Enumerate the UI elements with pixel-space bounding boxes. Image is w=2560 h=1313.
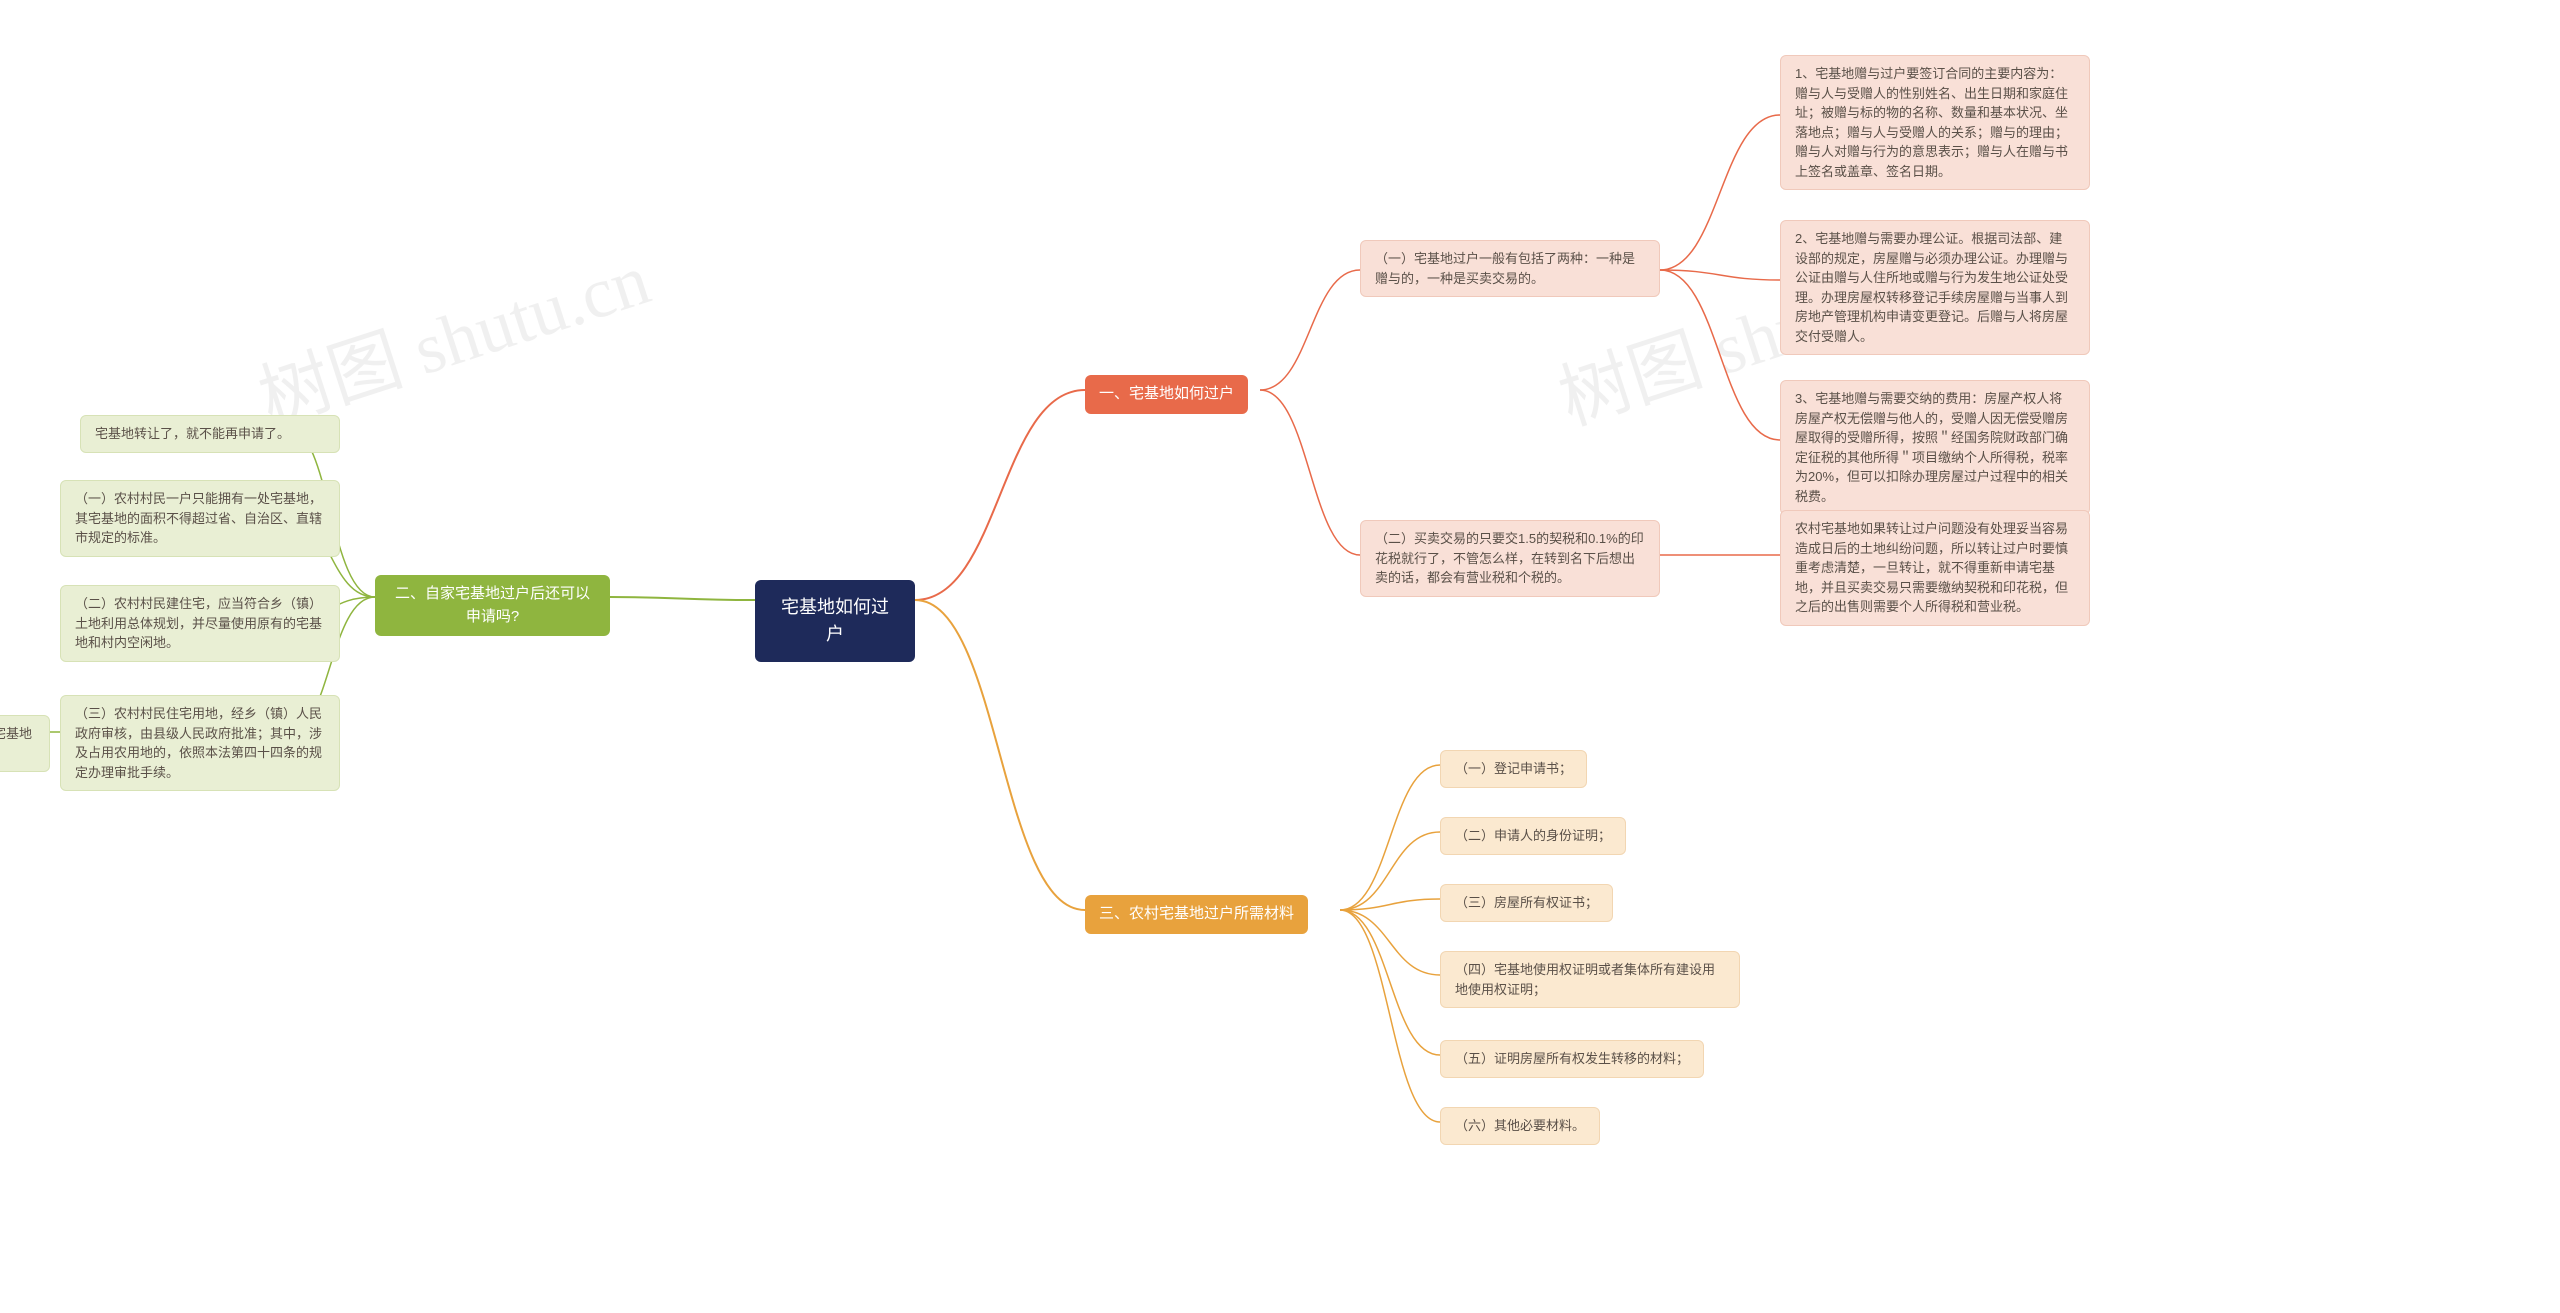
branch-2-leaf-1[interactable]: 宅基地转让了，就不能再申请了。 xyxy=(80,415,340,453)
branch-1[interactable]: 一、宅基地如何过户 xyxy=(1085,375,1248,414)
branch-3[interactable]: 三、农村宅基地过户所需材料 xyxy=(1085,895,1308,934)
branch-2-leaf-2[interactable]: （一）农村村民一户只能拥有一处宅基地，其宅基地的面积不得超过省、自治区、直辖市规… xyxy=(60,480,340,557)
connectors xyxy=(0,0,2560,1313)
branch-3-leaf-4[interactable]: （四）宅基地使用权证明或者集体所有建设用地使用权证明； xyxy=(1440,951,1740,1008)
branch-2-leaf-4[interactable]: （三）农村村民住宅用地，经乡（镇）人民政府审核，由县级人民政府批准；其中，涉及占… xyxy=(60,695,340,791)
branch-3-leaf-2[interactable]: （二）申请人的身份证明； xyxy=(1440,817,1626,855)
branch-3-leaf-5[interactable]: （五）证明房屋所有权发生转移的材料； xyxy=(1440,1040,1704,1078)
branch-3-leaf-3[interactable]: （三）房屋所有权证书； xyxy=(1440,884,1613,922)
branch-2-4-leaf-1[interactable]: 农村村民出卖、出租住房后，再申请宅基地的，不予批准。过户前可要考虑清楚。 xyxy=(0,715,50,772)
branch-1-2-leaf-1[interactable]: 农村宅基地如果转让过户问题没有处理妥当容易造成日后的土地纠纷问题，所以转让过户时… xyxy=(1780,510,2090,626)
branch-3-leaf-6[interactable]: （六）其他必要材料。 xyxy=(1440,1107,1600,1145)
watermark: 树图 shutu.cn xyxy=(244,220,661,445)
branch-1-child-1[interactable]: （一）宅基地过户一般有包括了两种：一种是赠与的，一种是买卖交易的。 xyxy=(1360,240,1660,297)
branch-1-1-leaf-3[interactable]: 3、宅基地赠与需要交纳的费用：房屋产权人将房屋产权无偿赠与他人的，受赠人因无偿受… xyxy=(1780,380,2090,515)
branch-1-1-leaf-1[interactable]: 1、宅基地赠与过户要签订合同的主要内容为：赠与人与受赠人的性别姓名、出生日期和家… xyxy=(1780,55,2090,190)
root-node[interactable]: 宅基地如何过户 xyxy=(755,580,915,662)
branch-2[interactable]: 二、自家宅基地过户后还可以申请吗? xyxy=(375,575,610,636)
branch-2-leaf-3[interactable]: （二）农村村民建住宅，应当符合乡（镇）土地利用总体规划，并尽量使用原有的宅基地和… xyxy=(60,585,340,662)
branch-1-1-leaf-2[interactable]: 2、宅基地赠与需要办理公证。根据司法部、建设部的规定，房屋赠与必须办理公证。办理… xyxy=(1780,220,2090,355)
branch-1-child-2[interactable]: （二）买卖交易的只要交1.5的契税和0.1%的印花税就行了，不管怎么样，在转到名… xyxy=(1360,520,1660,597)
branch-3-leaf-1[interactable]: （一）登记申请书； xyxy=(1440,750,1587,788)
